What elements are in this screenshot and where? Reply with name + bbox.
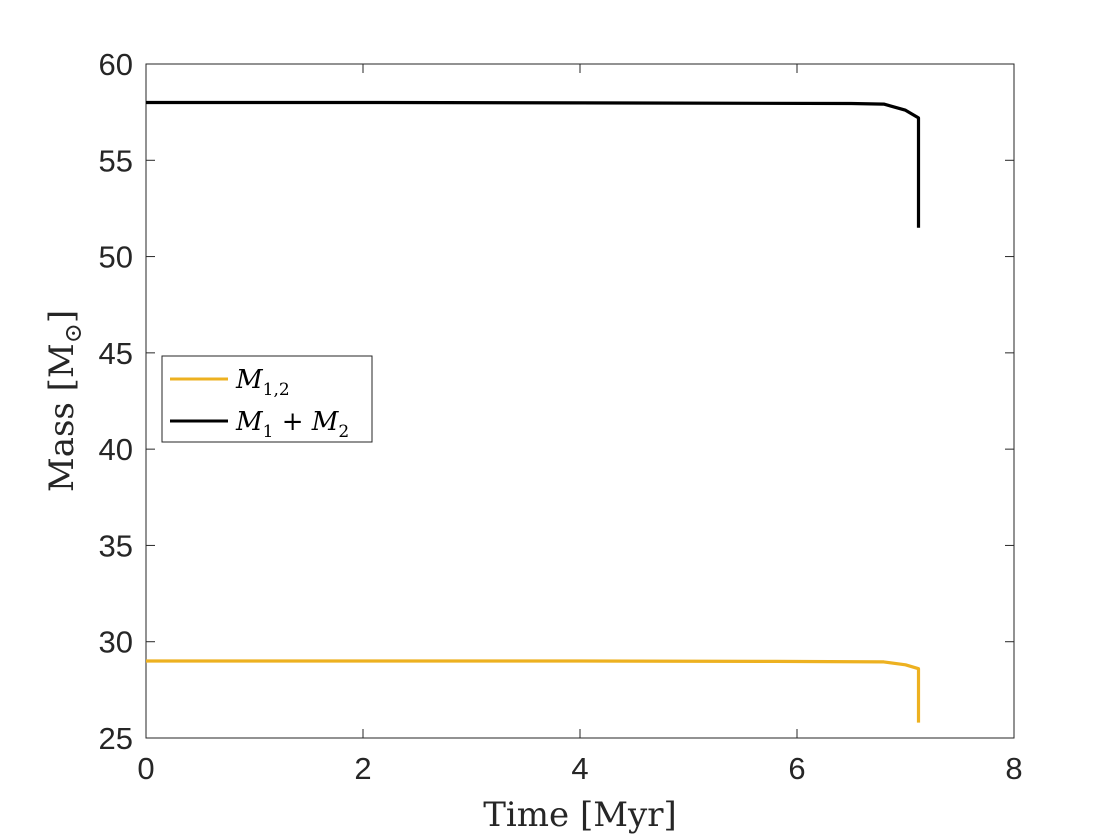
x-tick-label: 0	[137, 751, 154, 786]
legend-box	[161, 355, 373, 443]
series-line-m12	[146, 659, 921, 723]
series-line-m1-plus-m2	[146, 100, 921, 228]
x-tick-label: 4	[571, 751, 588, 786]
y-axis-label: Mass [M⊙]	[42, 310, 87, 492]
legend-label-m12: M1,2	[235, 365, 290, 400]
y-axis-label-main: Mass [M	[42, 343, 82, 492]
y-tick-label: 35	[99, 528, 133, 563]
y-tick-label: 60	[99, 47, 133, 82]
x-tick-label: 8	[1005, 751, 1022, 786]
legend-label-msum: M1 + M2	[235, 407, 349, 442]
y-tick-label: 55	[99, 143, 133, 178]
tick-labels: 0 2 4 6 8 25 30 35 40 45 50 55 60	[99, 47, 1023, 786]
y-axis-label-close: ]	[42, 310, 82, 323]
x-axis-label: Time [Myr]	[483, 795, 677, 835]
y-tick-label: 40	[99, 432, 133, 467]
legend: M1,2 M1 + M2	[161, 355, 373, 443]
y-tick-label: 50	[99, 240, 133, 275]
y-axis-label-sun-symbol: ⊙	[59, 323, 87, 343]
axis-ticks	[145, 63, 1015, 739]
x-tick-label: 2	[354, 751, 371, 786]
x-tick-label: 6	[788, 751, 805, 786]
y-tick-label: 45	[99, 336, 133, 371]
y-tick-label: 25	[99, 721, 133, 756]
y-tick-label: 30	[99, 625, 133, 660]
series-lines	[146, 100, 921, 723]
